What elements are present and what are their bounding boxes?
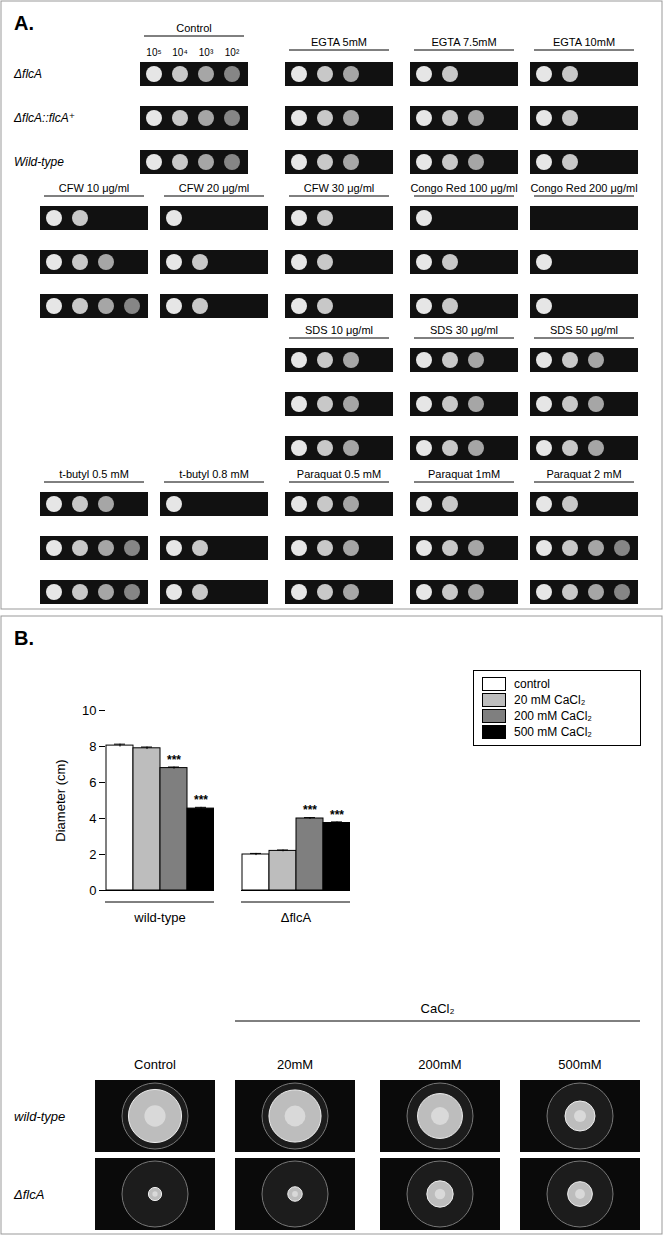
svg-text:Congo Red 200 μg/ml: Congo Red 200 μg/ml [530, 182, 637, 194]
svg-text:Paraquat 1mM: Paraquat 1mM [428, 468, 500, 480]
svg-text:Control: Control [176, 22, 211, 34]
html-text:control: control [514, 677, 550, 691]
svg-text:CFW 10 μg/ml: CFW 10 μg/ml [59, 182, 130, 194]
svg-text:t-butyl 0.5 mM: t-butyl 0.5 mM [59, 468, 129, 480]
svg-text:EGTA 5mM: EGTA 5mM [311, 36, 367, 48]
svg-text:6: 6 [89, 775, 96, 790]
html-text:500 mM CaCl₂: 500 mM CaCl₂ [514, 725, 592, 739]
svg-text:Control: Control [134, 1057, 176, 1072]
svg-text:4: 4 [89, 811, 96, 826]
svg-text:20mM: 20mM [277, 1057, 313, 1072]
svg-text:t-butyl 0.8 mM: t-butyl 0.8 mM [179, 468, 249, 480]
html-text:200 mM CaCl₂: 200 mM CaCl₂ [514, 709, 592, 723]
svg-text:wild-type: wild-type [14, 1109, 65, 1124]
svg-text:0: 0 [89, 883, 96, 898]
svg-text:ΔflcA::flcA⁺: ΔflcA::flcA⁺ [13, 111, 75, 125]
svg-text:8: 8 [89, 739, 96, 754]
svg-text:Paraquat 0.5 mM: Paraquat 0.5 mM [297, 468, 381, 480]
svg-text:ΔflcA: ΔflcA [13, 67, 42, 81]
html-text:20 mM CaCl₂: 20 mM CaCl₂ [514, 693, 586, 707]
svg-text:Paraquat 2 mM: Paraquat 2 mM [546, 468, 621, 480]
svg-text:SDS 30 μg/ml: SDS 30 μg/ml [430, 324, 498, 336]
svg-text:Congo Red 100 μg/ml: Congo Red 100 μg/ml [410, 182, 517, 194]
svg-text:SDS 10 μg/ml: SDS 10 μg/ml [305, 324, 373, 336]
svg-text:wild-type: wild-type [133, 910, 185, 925]
svg-text:B.: B. [14, 627, 34, 649]
svg-text:10³: 10³ [199, 47, 214, 58]
svg-text:10⁴: 10⁴ [172, 47, 187, 58]
svg-text:***: *** [303, 803, 317, 817]
svg-text:Wild-type: Wild-type [14, 155, 64, 169]
svg-text:CaCl₂: CaCl₂ [421, 1001, 455, 1016]
svg-text:ΔflcA: ΔflcA [13, 1187, 44, 1202]
svg-text:2: 2 [89, 847, 96, 862]
svg-text:10²: 10² [225, 47, 240, 58]
svg-text:***: *** [330, 808, 344, 822]
svg-text:SDS 50 μg/ml: SDS 50 μg/ml [550, 324, 618, 336]
svg-text:10: 10 [82, 703, 96, 718]
svg-text:ΔflcA: ΔflcA [281, 910, 312, 925]
svg-text:200mM: 200mM [418, 1057, 461, 1072]
svg-text:A.: A. [14, 12, 34, 34]
svg-text:10⁵: 10⁵ [146, 47, 161, 58]
svg-text:500mM: 500mM [558, 1057, 601, 1072]
svg-text:***: *** [194, 793, 208, 807]
svg-text:***: *** [167, 753, 181, 767]
svg-text:EGTA 7.5mM: EGTA 7.5mM [431, 36, 496, 48]
svg-text:CFW 20 μg/ml: CFW 20 μg/ml [179, 182, 250, 194]
svg-text:Diameter (cm): Diameter (cm) [53, 759, 68, 841]
svg-text:EGTA 10mM: EGTA 10mM [553, 36, 615, 48]
svg-text:CFW 30 μg/ml: CFW 30 μg/ml [304, 182, 375, 194]
